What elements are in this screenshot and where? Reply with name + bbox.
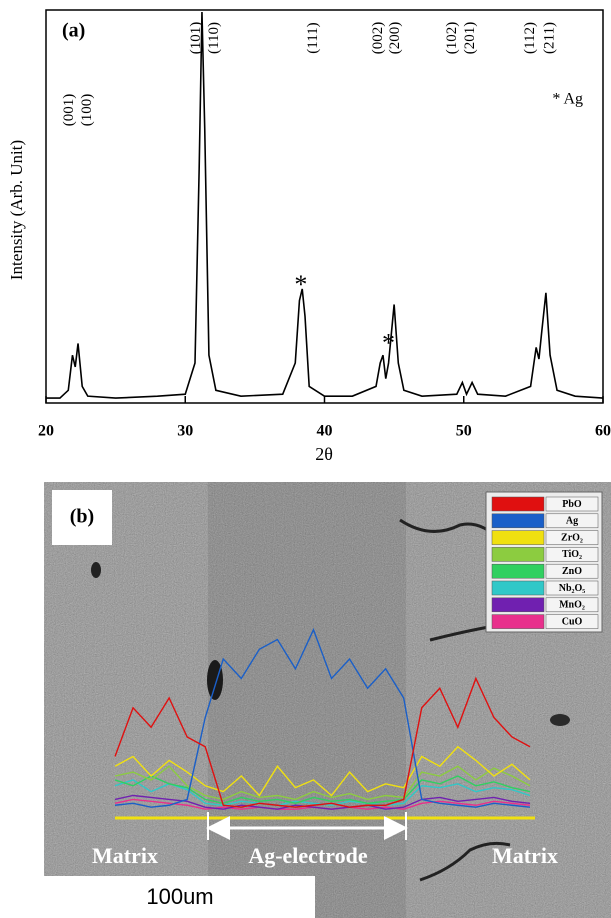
- plot-frame: [45, 9, 604, 404]
- scan-line: [114, 627, 531, 808]
- region-label: Matrix: [92, 843, 158, 868]
- scale-bar: [44, 876, 315, 918]
- legend-swatch: [491, 547, 545, 562]
- electrode-region: [208, 482, 406, 918]
- peak-marker: *: [294, 270, 307, 299]
- legend-label: Nb₂O₅: [559, 583, 586, 594]
- scan-line: [114, 765, 531, 801]
- legend-swatch: [491, 597, 545, 613]
- peak-label: (111): [305, 22, 321, 53]
- legend-label: MnO₂: [559, 600, 585, 611]
- legend-label-box: [545, 597, 599, 613]
- legend-swatch: [491, 563, 545, 579]
- peak-label: (201): [462, 22, 478, 55]
- region-label: Matrix: [492, 843, 558, 868]
- legend-label-box: [545, 513, 599, 529]
- legend-swatch: [491, 513, 545, 529]
- panel-label: (b): [70, 506, 94, 528]
- x-tick-label: 40: [317, 423, 333, 440]
- legend-swatch: [491, 614, 545, 629]
- scan-line: [114, 745, 531, 797]
- legend-label-box: [545, 496, 599, 512]
- panel-label-box: [52, 490, 112, 545]
- scan-line: [114, 775, 531, 805]
- xrd-line: [46, 11, 604, 399]
- peak-label: (211): [542, 22, 558, 54]
- peak-label: (002): [370, 22, 386, 55]
- x-tick-label: 20: [38, 423, 54, 440]
- legend-label-box: [545, 614, 599, 629]
- pore: [550, 714, 570, 726]
- x-tick-label: 50: [456, 423, 472, 440]
- y-axis-label: Intensity (Arb. Unit): [7, 140, 26, 280]
- crack: [419, 841, 511, 882]
- region-label: Ag-electrode: [248, 843, 368, 868]
- legend-label-box: [545, 547, 599, 562]
- pore: [207, 660, 223, 700]
- peak-label: (100): [79, 94, 95, 127]
- peak-label: (102): [444, 22, 460, 55]
- legend-label-box: [545, 563, 599, 579]
- peak-label: (112): [522, 22, 538, 54]
- marker-note: * Ag: [552, 91, 583, 108]
- x-axis-label: 2θ: [315, 444, 333, 464]
- x-tick-label: 60: [595, 423, 611, 440]
- legend-label: PbO: [562, 499, 582, 510]
- legend-swatch: [491, 530, 545, 545]
- scale-bar-label: 100um: [146, 884, 213, 909]
- scan-line: [114, 676, 531, 808]
- panel-label: (a): [62, 20, 85, 42]
- legend-swatch: [491, 580, 545, 596]
- legend-label: Ag: [566, 516, 578, 527]
- peak-label: (110): [206, 22, 222, 54]
- legend-label: ZnO: [562, 566, 582, 577]
- peak-label: (101): [188, 22, 204, 55]
- x-tick-label: 30: [177, 423, 193, 440]
- legend-label: CuO: [562, 616, 583, 627]
- legend-label-box: [545, 530, 599, 545]
- legend-swatch: [491, 496, 545, 512]
- peak-marker: *: [382, 329, 395, 358]
- pore: [91, 562, 101, 578]
- peak-label: (200): [387, 22, 403, 55]
- legend-label: TiO₂: [562, 549, 582, 560]
- legend-label: ZrO₂: [561, 532, 583, 543]
- legend-label-box: [545, 580, 599, 596]
- peak-label: (001): [61, 94, 77, 127]
